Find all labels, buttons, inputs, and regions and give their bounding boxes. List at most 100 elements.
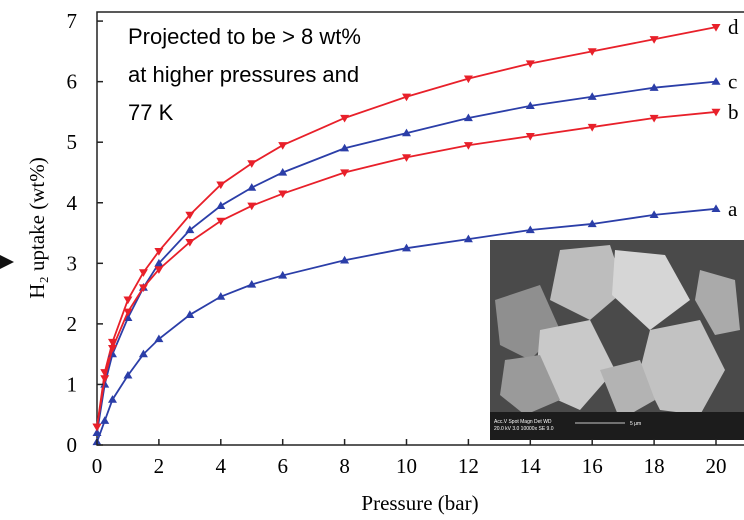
marker <box>138 349 148 358</box>
marker <box>649 83 659 91</box>
marker <box>247 160 257 168</box>
marker <box>278 270 288 279</box>
y-tick-label: 1 <box>67 372 78 396</box>
marker <box>100 375 110 383</box>
y-tick-label: 2 <box>67 312 78 336</box>
marker <box>278 190 288 199</box>
crystal <box>695 270 740 335</box>
marker <box>216 217 226 226</box>
marker <box>154 266 164 274</box>
marker <box>154 248 164 256</box>
x-tick-label: 18 <box>644 454 665 478</box>
marker <box>340 255 350 264</box>
crystal <box>612 250 690 330</box>
marker <box>402 128 411 137</box>
inset-caption: Acc.V Spot Magn Det WD <box>494 419 552 425</box>
marker <box>278 142 288 150</box>
marker <box>185 238 195 247</box>
y-tick-label: 7 <box>67 9 78 33</box>
marker <box>402 243 411 252</box>
marker <box>100 416 110 424</box>
marker <box>587 219 597 228</box>
marker <box>107 395 117 403</box>
marker <box>340 114 350 123</box>
crystal <box>600 360 655 420</box>
inset-caption: 20.0 kV 3.0 10000x SE 9.0 <box>494 426 554 432</box>
plot-frame <box>96 11 744 446</box>
marker <box>711 108 721 117</box>
annotation: 77 K <box>128 100 174 125</box>
marker <box>649 210 659 219</box>
marker <box>587 123 597 132</box>
x-tick-label: 20 <box>706 454 727 478</box>
x-tick-label: 0 <box>92 454 103 478</box>
crystal <box>535 320 615 410</box>
marker <box>154 258 164 267</box>
marker <box>525 60 535 68</box>
marker <box>247 183 257 191</box>
marker <box>711 23 721 32</box>
series-label: b <box>728 100 739 124</box>
marker <box>463 234 473 243</box>
marker <box>185 310 195 318</box>
series-label: a <box>728 197 738 221</box>
x-tick-label: 14 <box>520 454 542 478</box>
marker <box>525 101 535 110</box>
x-tick-label: 2 <box>154 454 165 478</box>
caption-bar <box>490 412 744 440</box>
y-tick-label: 0 <box>67 433 78 457</box>
marker <box>92 423 102 432</box>
marker <box>463 142 473 150</box>
series-label: c <box>728 70 737 94</box>
sem-inset: Acc.V Spot Magn Det WD 20.0 kV 3.0 10000… <box>490 240 744 440</box>
marker <box>463 113 473 122</box>
marker <box>649 36 659 44</box>
crystal <box>550 245 625 320</box>
marker <box>649 114 659 123</box>
marker <box>525 132 535 141</box>
y-tick-label: 5 <box>67 130 78 154</box>
marker <box>340 169 350 177</box>
marker <box>107 344 117 353</box>
marker <box>247 202 257 211</box>
marker <box>711 204 721 212</box>
x-tick-label: 6 <box>277 454 288 478</box>
annotation: at higher pressures and <box>128 62 359 87</box>
x-tick-label: 8 <box>339 454 350 478</box>
marker <box>154 334 164 343</box>
x-tick-label: 10 <box>396 454 417 478</box>
x-tick-label: 4 <box>216 454 227 478</box>
marker <box>278 167 288 176</box>
y-tick-label: 4 <box>67 191 78 215</box>
y-axis-label: H₂ uptake (wt%) <box>25 157 49 298</box>
marker <box>123 370 133 379</box>
y-tick-label: 6 <box>67 70 78 94</box>
marker <box>123 308 133 317</box>
marker <box>216 292 226 300</box>
series-label: d <box>728 15 739 39</box>
x-tick-label: 12 <box>458 454 479 478</box>
marker <box>402 154 411 162</box>
marker <box>587 48 597 56</box>
marker <box>216 181 226 190</box>
x-tick-label: 16 <box>582 454 603 478</box>
marker <box>525 225 535 234</box>
marker <box>185 225 195 234</box>
arrow-head <box>0 255 14 269</box>
marker <box>123 296 133 305</box>
crystal <box>500 355 560 415</box>
marker <box>216 201 226 209</box>
x-axis-label: Pressure (bar) <box>361 491 478 515</box>
marker <box>587 92 597 100</box>
crystal <box>640 320 725 415</box>
marker <box>185 211 195 220</box>
y-tick-label: 3 <box>67 251 78 275</box>
marker <box>138 284 148 293</box>
marker <box>247 280 257 288</box>
marker <box>402 93 411 102</box>
annotation: Projected to be > 8 wt% <box>128 24 361 49</box>
marker <box>711 77 721 85</box>
marker <box>340 143 350 152</box>
marker <box>463 75 473 84</box>
